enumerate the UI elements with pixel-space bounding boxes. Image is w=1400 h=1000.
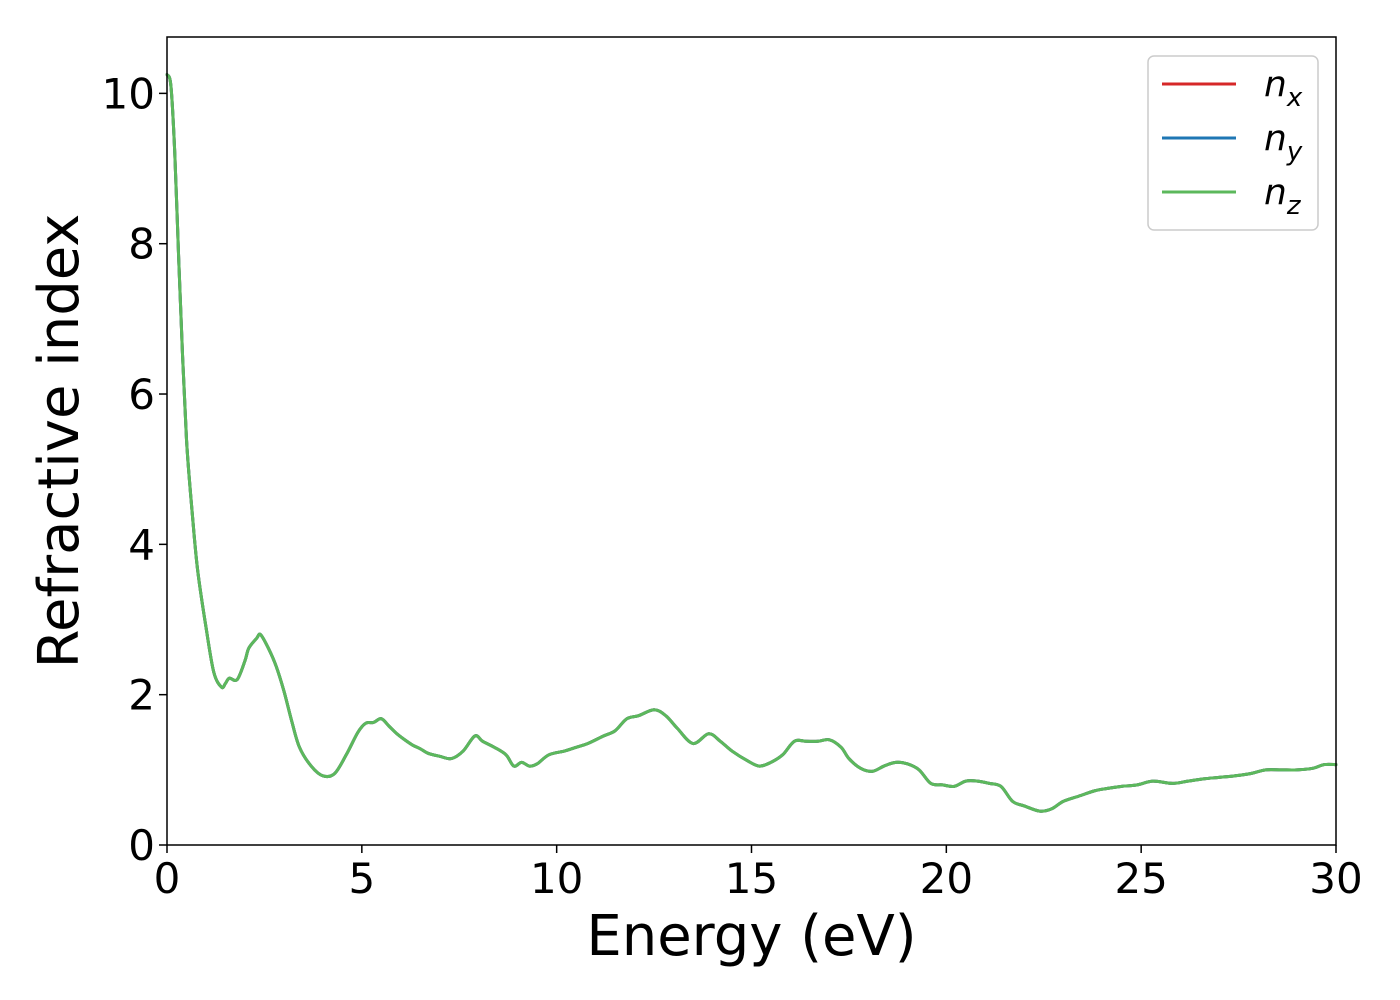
x-tick-label: 5 — [348, 854, 375, 903]
y-axis-label: Refractive index — [27, 214, 92, 669]
y-tick-label: 8 — [128, 220, 155, 269]
x-tick-label: 30 — [1309, 854, 1362, 903]
legend-label-z: nz — [1264, 172, 1302, 221]
legend-label-y: ny — [1264, 118, 1303, 167]
y-tick-label: 0 — [128, 821, 155, 870]
legend-label-x: nx — [1264, 64, 1303, 113]
series-line-z — [165, 73, 1338, 813]
x-axis-label: Energy (eV) — [586, 904, 916, 969]
x-axis: 0 5 10 15 20 25 30 — [154, 845, 1363, 903]
x-tick-label: 10 — [530, 854, 583, 903]
y-tick-label: 4 — [128, 520, 155, 569]
x-tick-label: 15 — [725, 854, 778, 903]
x-tick-label: 25 — [1114, 854, 1167, 903]
legend-box — [1147, 55, 1319, 231]
series-layer — [165, 73, 1338, 813]
y-tick-label: 10 — [102, 69, 155, 118]
y-tick-label: 2 — [128, 671, 155, 720]
x-tick-label: 0 — [154, 854, 181, 903]
legend: nx ny nz — [1147, 55, 1319, 231]
y-axis: 0 2 4 6 8 10 — [102, 69, 167, 870]
x-tick-label: 20 — [920, 854, 973, 903]
y-tick-label: 6 — [128, 370, 155, 419]
